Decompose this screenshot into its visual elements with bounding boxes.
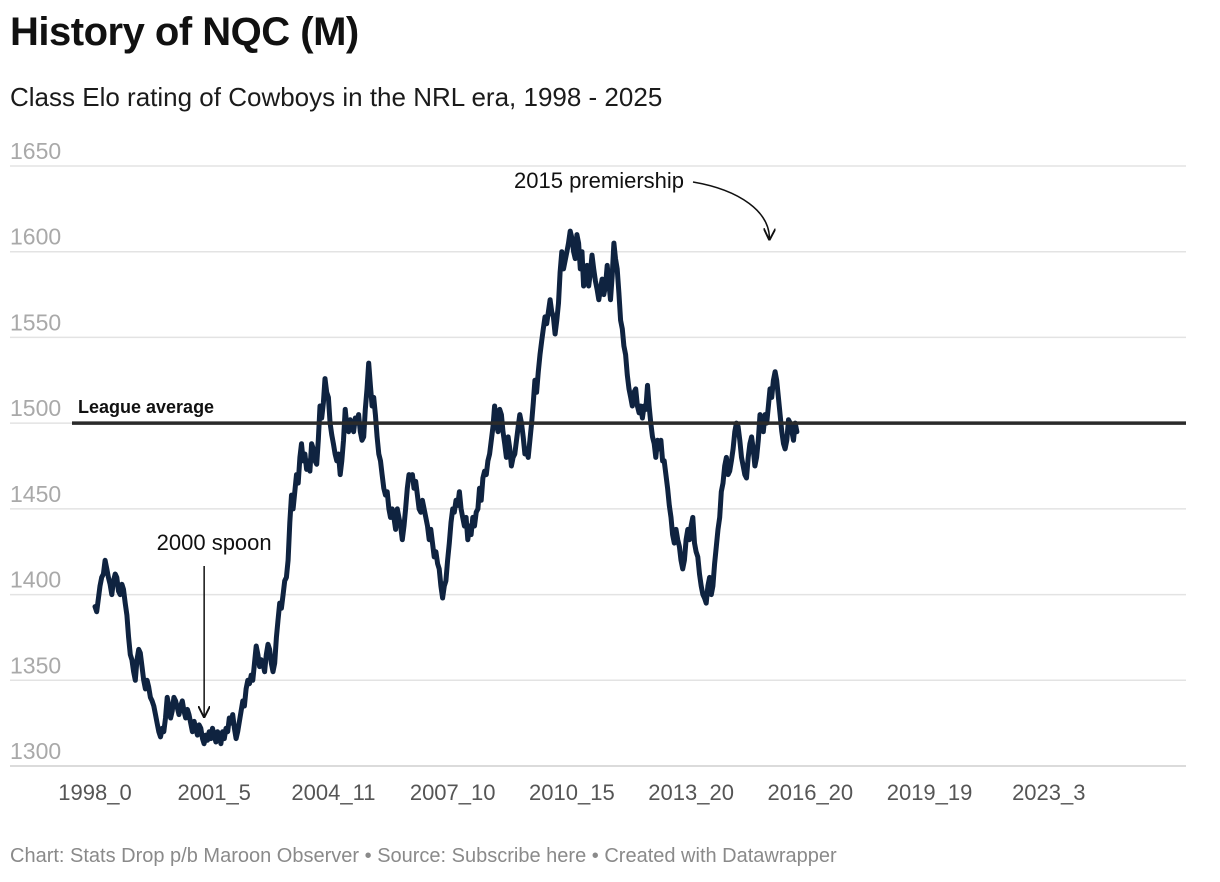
footer-separator: • xyxy=(364,845,372,867)
x-tick-label: 2013_20 xyxy=(648,780,734,805)
x-tick-label: 2007_10 xyxy=(410,780,496,805)
chart-subtitle: Class Elo rating of Cowboys in the NRL e… xyxy=(10,82,663,112)
league-average-label: League average xyxy=(78,397,214,417)
y-tick-label: 1300 xyxy=(10,738,61,764)
y-tick-label: 1650 xyxy=(10,138,61,164)
y-tick-label: 1400 xyxy=(10,567,61,593)
y-tick-label: 1550 xyxy=(10,309,61,335)
chart-title: History of NQC (M) xyxy=(10,10,359,54)
line-chart: 1300 1350 1400 1450 1500 1550 1600 1650 1998_0 20… xyxy=(10,138,1186,805)
x-tick-label: 2010_15 xyxy=(529,780,615,805)
footer-source: Source: Subscribe here xyxy=(377,845,587,867)
y-tick-label: 1600 xyxy=(10,224,61,250)
annotation-2015-premiership: 2015 premiership xyxy=(514,168,684,193)
footer-separator: • xyxy=(591,845,599,867)
footer-tool: Created with Datawrapper xyxy=(604,845,837,867)
y-tick-label: 1350 xyxy=(10,652,61,678)
x-tick-label: 2001_5 xyxy=(178,780,251,805)
x-tick-label: 2019_19 xyxy=(887,780,973,805)
footer-credit: Chart: Stats Drop p/b Maroon Observer xyxy=(10,845,360,867)
elo-series-line xyxy=(92,228,800,747)
x-tick-label: 1998_0 xyxy=(58,780,131,805)
y-tick-label: 1500 xyxy=(10,395,61,421)
annotation-arrow xyxy=(692,181,769,239)
x-tick-label: 2023_3 xyxy=(1012,780,1085,805)
annotation-2000-spoon: 2000 spoon xyxy=(157,530,272,555)
y-tick-label: 1450 xyxy=(10,481,61,507)
x-tick-label: 2004_11 xyxy=(291,780,375,805)
chart-footer: Chart: Stats Drop p/b Maroon Observer • … xyxy=(10,845,837,868)
x-tick-label: 2016_20 xyxy=(768,780,854,805)
